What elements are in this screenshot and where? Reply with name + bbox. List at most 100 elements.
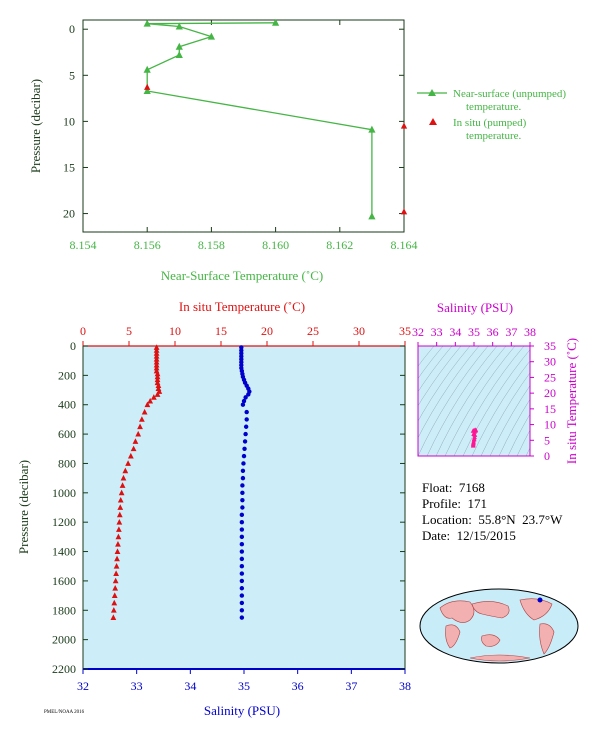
salinity-point: [246, 392, 251, 397]
profile-y-axis-label: Pressure (decibar): [16, 460, 31, 554]
salinity-point: [239, 578, 245, 584]
temperature-point: [154, 370, 161, 377]
temperature-tick-label: 20: [261, 324, 273, 338]
near-surface-point: [175, 42, 183, 50]
ts-y-tick-label: 20: [544, 386, 556, 400]
temperature-point: [130, 445, 137, 452]
density-contour: [418, 346, 480, 439]
legend-in-situ-marker: [429, 118, 437, 125]
pressure-tick-label: 800: [58, 456, 76, 470]
salinity-tick-label: 35: [238, 679, 250, 693]
ts-x-tick-label: 38: [524, 325, 536, 339]
salinity-point: [239, 586, 245, 591]
float-location: Location: 55.8°N 23.7°W: [422, 512, 563, 527]
density-contour: [525, 447, 530, 456]
in-situ-point: [144, 83, 151, 90]
salinity-tick-label: 34: [184, 679, 196, 693]
salinity-point: [243, 395, 248, 400]
salinity-point: [244, 409, 249, 415]
salinity-point: [242, 439, 248, 444]
ts-y-axis-label: In situ Temperature (˚C): [564, 338, 579, 464]
float-number: Float: 7168: [422, 480, 485, 495]
temperature-point: [154, 376, 161, 383]
temperature-point: [116, 518, 123, 525]
in-situ-point: [400, 122, 408, 129]
near-surface-series-line: [146, 22, 373, 217]
temperature-point: [155, 382, 162, 389]
temperature-tick-label: 15: [215, 324, 227, 338]
near-surface-point: [143, 19, 151, 27]
density-contour: [418, 346, 435, 367]
temperature-tick-label: 0: [80, 324, 86, 338]
temperature-point: [147, 397, 154, 404]
salinity-point: [239, 571, 245, 576]
legend-in-situ-label-line1: In situ (pumped): [453, 117, 527, 129]
temperature-point: [114, 548, 121, 554]
near-surface-point: [175, 22, 183, 30]
density-contour: [418, 346, 489, 456]
density-contour: [418, 346, 453, 393]
temperature-point: [114, 555, 120, 562]
density-contour: [444, 346, 516, 456]
temperature-point: [115, 533, 122, 540]
salinity-tick-label: 38: [399, 679, 411, 693]
map-ocean: [419, 588, 579, 664]
ts-y-tick-label: 5: [544, 433, 550, 447]
temperature-point: [153, 358, 160, 365]
near-surface-x-tick-label: 8.154: [70, 238, 97, 252]
near-surface-point: [143, 65, 151, 73]
ts-y-tick-label: 10: [544, 418, 556, 432]
near-surface-point: [175, 51, 183, 59]
map-continent-africa: [445, 624, 461, 649]
density-contour: [418, 346, 462, 407]
near-surface-y-tick-label: 10: [63, 114, 75, 128]
temperature-point: [144, 401, 151, 408]
near-surface-x-tick-label: 8.156: [134, 238, 161, 252]
salinity-point: [240, 497, 245, 503]
salinity-tick-label: 36: [292, 679, 304, 693]
salinity-point: [244, 417, 249, 422]
pressure-tick-label: 1600: [52, 574, 76, 588]
pressure-tick-label: 1400: [52, 545, 76, 559]
salinity-point: [243, 431, 248, 437]
salinity-point: [240, 505, 245, 510]
temperature-point: [122, 467, 129, 474]
near-surface-point: [368, 212, 376, 220]
temperature-point: [127, 452, 134, 459]
world-map-inset: [419, 588, 579, 664]
salinity-point: [239, 600, 245, 606]
salinity-point: [242, 446, 247, 451]
salinity-point: [239, 549, 245, 554]
legend-near-surface-marker: [428, 89, 436, 96]
ts-y-tick-label: 0: [544, 449, 550, 463]
salinity-point: [239, 519, 245, 525]
near-surface-point: [272, 18, 280, 26]
near-surface-y-axis-label: Pressure (decibar): [28, 79, 43, 173]
near-surface-y-tick-label: 0: [69, 22, 75, 36]
salinity-point: [240, 483, 245, 488]
near-surface-x-tick-label: 8.160: [262, 238, 289, 252]
salinity-point: [239, 527, 245, 532]
ts-x-tick-label: 34: [449, 325, 461, 339]
pressure-tick-label: 0: [70, 339, 76, 353]
temperature-point: [116, 511, 123, 518]
density-contour: [435, 346, 507, 456]
near-surface-x-tick-label: 8.158: [198, 238, 225, 252]
temperature-point: [112, 585, 119, 591]
footer-credit: PMEL/NOAA 2016: [44, 710, 85, 715]
in-situ-point: [400, 208, 408, 215]
salinity-point: [241, 461, 246, 466]
map-continent-south-america: [539, 623, 555, 655]
density-contour: [426, 346, 498, 456]
salinity-point: [239, 534, 245, 540]
near-surface-y-tick-label: 20: [63, 207, 75, 221]
temperature-point: [112, 577, 119, 584]
profile-date: Date: 12/15/2015: [422, 528, 516, 543]
salinity-point: [239, 542, 245, 547]
profile-number: Profile: 171: [422, 496, 487, 511]
salinity-point: [239, 512, 245, 518]
pressure-tick-label: 2000: [52, 633, 76, 647]
pressure-tick-label: 1200: [52, 515, 76, 529]
salinity-point: [239, 564, 245, 569]
temperature-point: [139, 416, 145, 422]
